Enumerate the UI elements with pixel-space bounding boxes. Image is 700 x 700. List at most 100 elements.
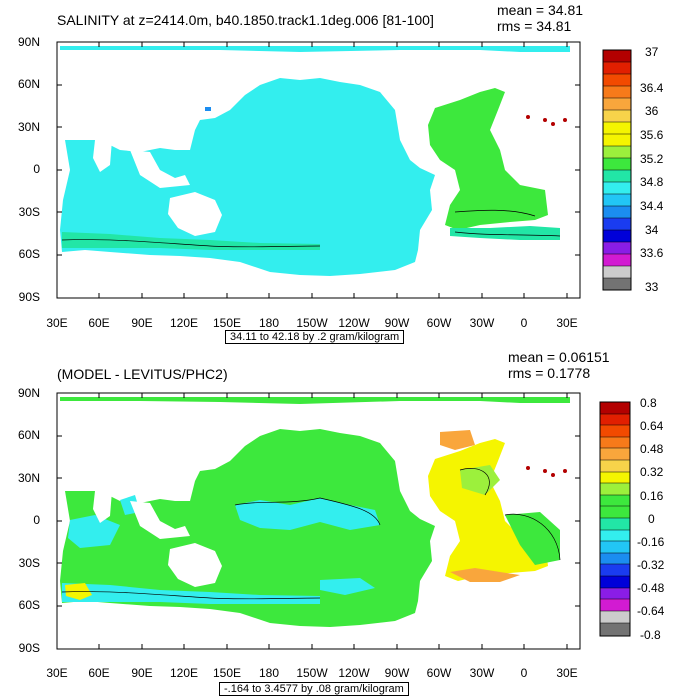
colorbar2-label: 0.32 — [640, 465, 664, 479]
lat-label: 60S — [18, 247, 40, 261]
colorbar1-label: 37 — [645, 45, 659, 59]
pacific-indian-ocean — [60, 429, 435, 627]
colorbar1-label: 36 — [645, 104, 659, 118]
panel1-ticks — [56, 41, 580, 299]
colorbar2-label: -0.64 — [637, 604, 665, 618]
colorbar1-label: 34.4 — [640, 199, 664, 213]
med-outflow-mark — [551, 473, 555, 477]
south-atlantic-band — [450, 226, 560, 240]
positive-anomaly-patch — [440, 430, 475, 450]
lon-label: 30W — [469, 316, 495, 330]
contour-line — [61, 591, 321, 600]
panel2-map — [56, 392, 581, 650]
contour-line — [454, 209, 536, 217]
med-outflow-mark — [563, 469, 567, 473]
maritime-continent — [130, 501, 190, 539]
lon-label: 120W — [338, 666, 370, 680]
contour-line — [504, 513, 561, 561]
pacific-indian-ocean — [60, 78, 435, 276]
lat-label: 0 — [33, 513, 40, 527]
colorbar1 — [602, 49, 632, 291]
lon-label: 60E — [88, 666, 110, 680]
atlantic-green-patch — [505, 512, 560, 565]
lon-label: 0 — [520, 316, 528, 330]
lon-label: 150E — [212, 666, 242, 680]
lat-label: 30S — [18, 205, 40, 219]
colorbar2-label: 0.16 — [640, 489, 664, 503]
colorbar1-label: 35.2 — [640, 152, 664, 166]
arctic-ocean — [60, 46, 570, 52]
panel2-ticks — [57, 392, 580, 649]
lon-label: 60E — [88, 316, 110, 330]
lon-label: 30E — [556, 666, 578, 680]
lon-label: 30W — [469, 666, 495, 680]
lon-label: 120E — [169, 316, 199, 330]
med-outflow-mark — [526, 466, 530, 470]
lon-label: 60W — [426, 316, 452, 330]
lon-label: 180 — [258, 666, 280, 680]
colorbar2-label: 0 — [648, 512, 655, 526]
positive-anomaly-patch — [450, 568, 520, 582]
contour-line — [459, 468, 490, 496]
panel2-range-label: -.164 to 3.4577 by .08 gram/kilogram — [219, 682, 409, 696]
colorbar1-label: 36.4 — [640, 81, 664, 95]
lon-label: 150W — [296, 316, 328, 330]
panel1-rms: rms = 34.81 — [497, 18, 572, 34]
colorbar2-label: 0.8 — [640, 396, 657, 410]
lat-label: 30N — [17, 471, 40, 485]
lat-label: 30N — [17, 120, 40, 134]
lon-label: 150W — [296, 666, 328, 680]
lon-label: 90E — [131, 666, 153, 680]
atlantic-ocean — [428, 439, 548, 581]
contour-line — [234, 497, 381, 526]
panel2-mean: mean = 0.06151 — [508, 349, 610, 365]
equatorial-cyan-patch — [235, 498, 380, 530]
panel1-mean: mean = 34.81 — [497, 2, 584, 18]
colorbar2-label: -0.8 — [640, 628, 661, 642]
lat-label: 30S — [18, 556, 40, 570]
lat-label: 0 — [33, 162, 40, 176]
med-outflow-mark — [543, 469, 547, 473]
lat-label: 90S — [18, 641, 40, 655]
med-outflow-mark — [543, 118, 547, 122]
colorbar2 — [599, 401, 631, 637]
india — [93, 140, 112, 172]
colorbar2-label: -0.16 — [637, 535, 665, 549]
med-outflow-mark — [563, 118, 567, 122]
lat-label: 90N — [17, 386, 40, 400]
med-outflow-mark — [551, 122, 555, 126]
colorbar1-label: 35.6 — [640, 128, 664, 142]
colorbar1-label: 33 — [645, 280, 659, 294]
atlantic-ocean — [428, 88, 548, 230]
colorbar1-label: 34 — [645, 223, 659, 237]
marginal-sea-mark — [205, 107, 211, 111]
lon-label: 0 — [520, 666, 528, 680]
lon-label: 120W — [338, 316, 370, 330]
lon-label: 120E — [169, 666, 199, 680]
lon-label: 90W — [384, 666, 410, 680]
lat-label: 90N — [17, 35, 40, 49]
contour-line — [454, 231, 561, 237]
australia — [168, 543, 222, 587]
colorbar2-label: 0.64 — [640, 419, 664, 433]
lon-label: 180 — [258, 316, 280, 330]
lon-label: 150E — [212, 316, 242, 330]
indian-ocean-cyan-patch — [68, 515, 120, 548]
cyan-patch — [320, 578, 375, 595]
med-outflow-mark — [526, 115, 530, 119]
lon-label: 30E — [46, 316, 68, 330]
colorbar1-label: 33.6 — [640, 246, 664, 260]
colorbar2-label: 0.48 — [640, 442, 664, 456]
australia — [168, 192, 222, 236]
lat-label: 90S — [18, 290, 40, 304]
lat-label: 60S — [18, 598, 40, 612]
lat-label: 60N — [17, 77, 40, 91]
colorbar2-label: -0.32 — [637, 558, 665, 572]
lon-label: 30E — [556, 316, 578, 330]
maritime-continent — [130, 150, 190, 188]
lon-label: 60W — [426, 666, 452, 680]
india — [93, 491, 112, 523]
lon-label: 30E — [46, 666, 68, 680]
panel2-title: (MODEL - LEVITUS/PHC2) — [57, 366, 228, 382]
